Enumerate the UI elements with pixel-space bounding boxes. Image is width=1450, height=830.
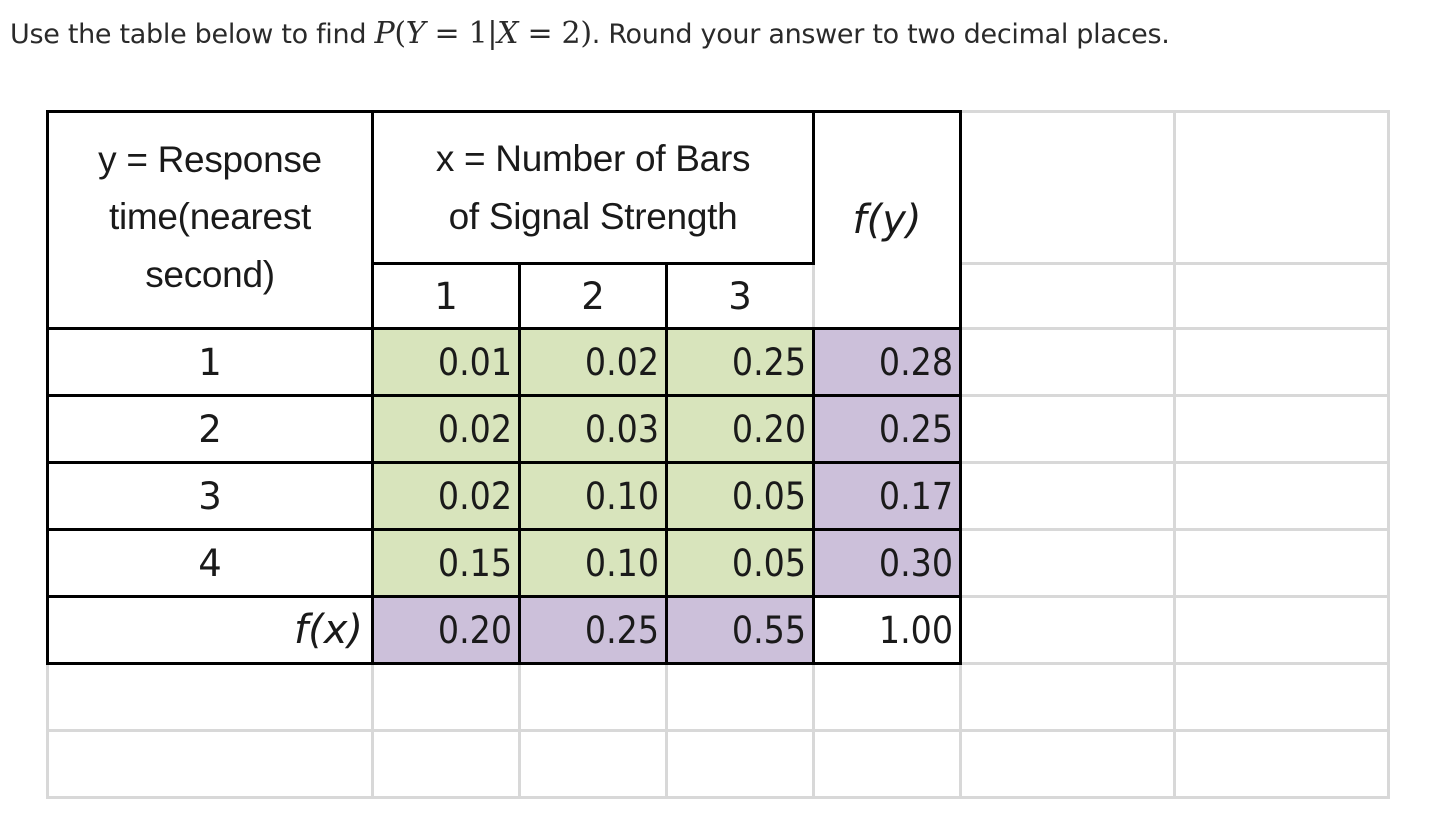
empty-cell[interactable] [959,528,1176,598]
empty-cell[interactable] [1173,110,1390,265]
empty-cell[interactable] [812,662,962,732]
joint-prob-cell: 0.25 [665,327,815,397]
empty-cell[interactable] [371,729,521,799]
question-suffix: . Round your answer to two decimal place… [591,19,1170,50]
empty-cell[interactable] [665,729,815,799]
joint-prob-cell: 0.10 [518,528,668,598]
y-value: 3 [46,461,374,531]
fy-value: 0.28 [812,327,962,397]
empty-cell[interactable] [959,595,1176,665]
fy-value: 0.25 [812,394,962,464]
table-row: 4 0.15 0.10 0.05 0.30 [46,528,1390,598]
y-value: 4 [46,528,374,598]
empty-cell[interactable] [1173,327,1390,397]
empty-cell[interactable] [518,662,668,732]
empty-cell[interactable] [518,729,668,799]
empty-cell[interactable] [1173,595,1390,665]
y-header-cell: y = Response time(nearest second) [46,110,374,330]
empty-cell[interactable] [959,327,1176,397]
empty-cell[interactable] [1173,729,1390,799]
empty-cell[interactable] [959,394,1176,464]
question-math: P(Y = 1|X = 2) [374,16,592,51]
x-value-2: 2 [518,262,668,330]
joint-prob-cell: 0.15 [371,528,521,598]
fx-value: 0.20 [371,595,521,665]
question-text: Use the table below to find P(Y = 1|X = … [10,16,1170,51]
math-eq1: = 1| [425,16,498,51]
x-header-cell: x = Number of Bars of Signal Strength [371,110,815,265]
x-header-line1: x = Number of Bars [435,138,751,180]
joint-prob-cell: 0.02 [371,461,521,531]
fy-header-cell: f(y) [812,110,962,330]
math-open: ( [394,16,406,51]
question-prefix: Use the table below to find [10,19,375,50]
fy-label: f(y) [852,197,922,243]
joint-prob-cell: 0.20 [665,394,815,464]
fx-value: 0.55 [665,595,815,665]
x-header-line2: of Signal Strength [448,195,738,237]
math-x: X [497,16,519,51]
empty-cell[interactable] [812,729,962,799]
empty-cell[interactable] [665,662,815,732]
joint-prob-cell: 0.02 [371,394,521,464]
math-eq2: = 2) [518,16,592,51]
fy-value: 0.30 [812,528,962,598]
joint-prob-cell: 0.03 [518,394,668,464]
fx-row: f(x) 0.20 0.25 0.55 1.00 [46,595,1390,665]
math-y: Y [405,16,426,51]
empty-cell[interactable] [1173,461,1390,531]
fx-value: 0.25 [518,595,668,665]
empty-cell[interactable] [1173,262,1390,330]
joint-prob-cell: 0.02 [518,327,668,397]
empty-row [46,729,1390,799]
empty-cell[interactable] [959,662,1176,732]
empty-cell[interactable] [959,110,1176,265]
y-header-line1: y = Response [98,139,322,180]
empty-cell[interactable] [1173,394,1390,464]
empty-cell[interactable] [959,461,1176,531]
fy-value: 0.17 [812,461,962,531]
joint-prob-cell: 0.01 [371,327,521,397]
x-value-1: 1 [371,262,521,330]
y-header-line2: time(nearest [108,196,312,238]
empty-cell[interactable] [1173,662,1390,732]
table-row: 2 0.02 0.03 0.20 0.25 [46,394,1390,464]
total-value: 1.00 [812,595,962,665]
table-row: 3 0.02 0.10 0.05 0.17 [46,461,1390,531]
y-value: 2 [46,394,374,464]
empty-cell[interactable] [46,662,374,732]
math-p: P [374,16,395,51]
empty-row [46,662,1390,732]
y-value: 1 [46,327,374,397]
empty-cell[interactable] [46,729,374,799]
joint-prob-cell: 0.10 [518,461,668,531]
table-row: 1 0.01 0.02 0.25 0.28 [46,327,1390,397]
joint-prob-cell: 0.05 [665,461,815,531]
x-value-3: 3 [665,262,815,330]
empty-cell[interactable] [371,662,521,732]
joint-prob-cell: 0.05 [665,528,815,598]
empty-cell[interactable] [1173,528,1390,598]
fx-label: f(x) [46,595,374,665]
y-header-line3: second) [145,253,275,295]
probability-table: y = Response time(nearest second) x = Nu… [46,110,1390,799]
empty-cell[interactable] [959,729,1176,799]
empty-cell[interactable] [959,262,1176,330]
